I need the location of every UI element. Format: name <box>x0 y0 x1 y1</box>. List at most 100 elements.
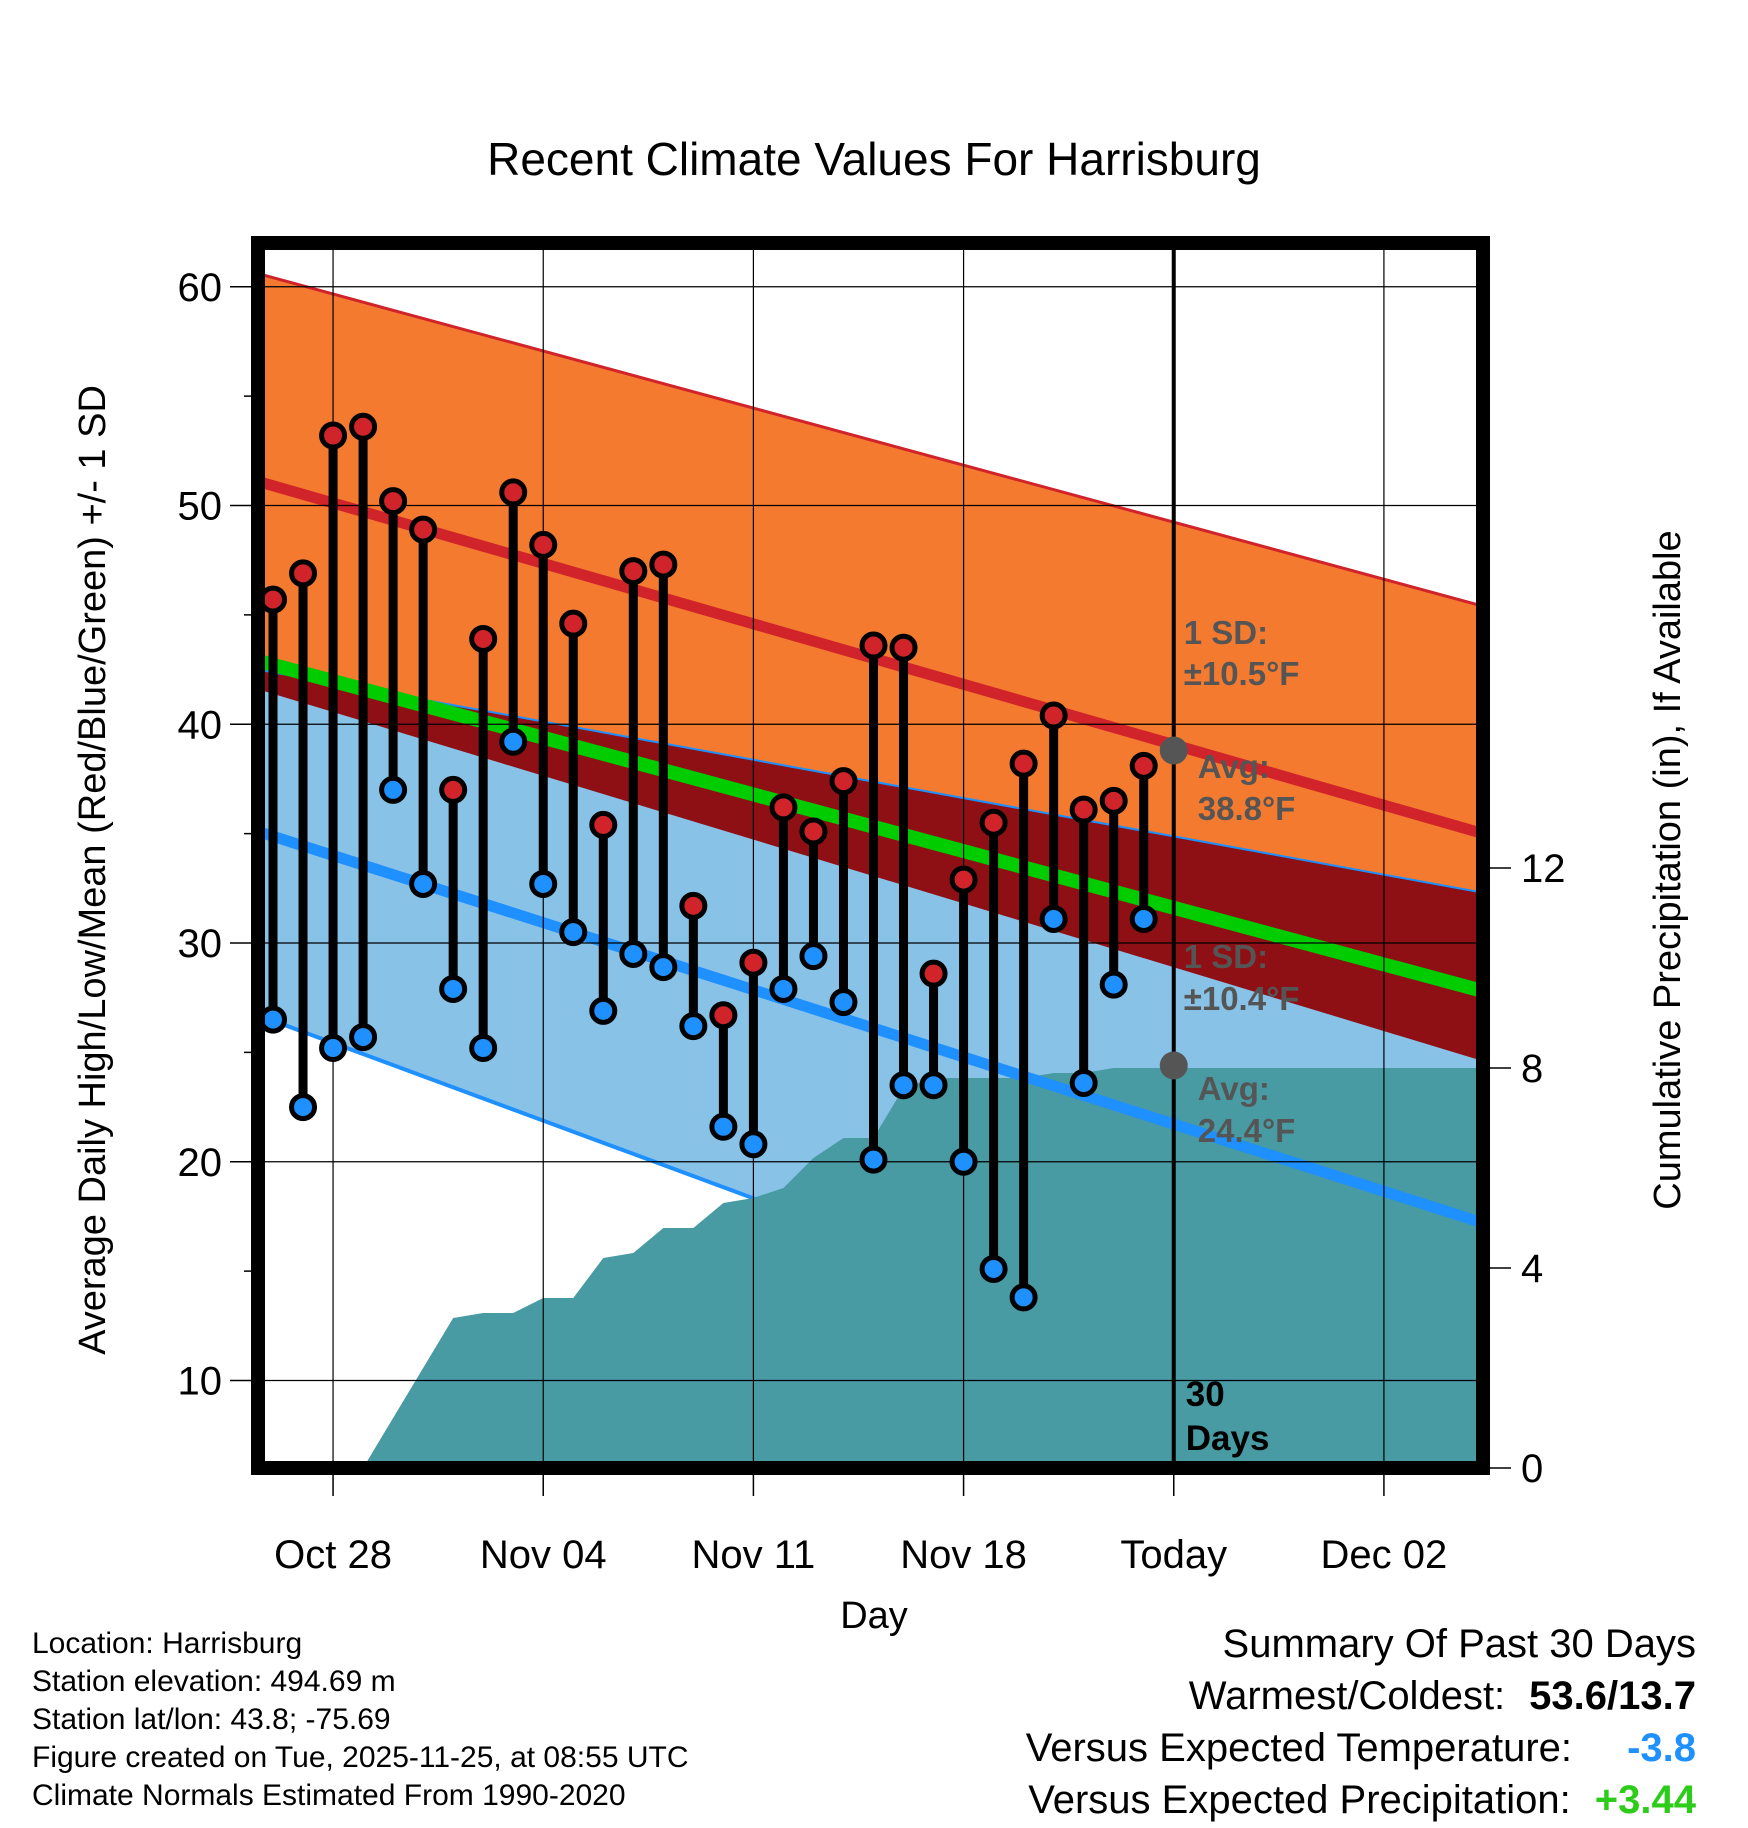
daily-low-point <box>469 1034 498 1062</box>
daily-low-point <box>439 974 468 1003</box>
high-sd-value: ±10.5°F <box>1184 655 1300 692</box>
created-text: Figure created on Tue, 2025-11-25, at 08… <box>32 1741 689 1774</box>
today-high-avg-marker <box>1159 736 1188 765</box>
daily-low-point <box>799 942 828 971</box>
x-tick-label: Nov 04 <box>480 1533 607 1577</box>
y2-tick-label: 4 <box>1521 1247 1543 1291</box>
daily-high-point <box>769 793 798 822</box>
warm-cold-value: 53.6/13.7 <box>1529 1674 1696 1718</box>
y-tick-label: 30 <box>178 922 223 966</box>
daily-high-point <box>919 959 948 988</box>
daily-high-point <box>889 633 918 662</box>
normals-text: Climate Normals Estimated From 1990-2020 <box>32 1779 626 1812</box>
summary-temperature: Versus Expected Temperature: -3.8 <box>1026 1722 1696 1774</box>
y-tick-label: 60 <box>178 266 223 310</box>
daily-low-point <box>889 1071 918 1100</box>
low-avg-value: 24.4°F <box>1198 1112 1296 1149</box>
daily-high-point <box>649 550 678 579</box>
chart-title: Recent Climate Values For Harrisburg <box>487 133 1261 185</box>
y2-tick-label: 8 <box>1521 1047 1543 1091</box>
daily-low-point <box>949 1147 978 1176</box>
x-tick-label: Dec 02 <box>1321 1533 1448 1577</box>
y-tick-label: 10 <box>178 1360 223 1404</box>
daily-high-point <box>1129 751 1158 780</box>
daily-high-point <box>439 775 468 804</box>
daily-high-point <box>979 808 1008 837</box>
daily-low-point <box>379 775 408 804</box>
y-tick-label: 20 <box>178 1141 223 1185</box>
daily-low-point <box>709 1112 738 1141</box>
high-avg-label: Avg: <box>1198 748 1270 785</box>
y-axis-label: Average Daily High/Low/Mean (Red/Blue/Gr… <box>72 385 114 1355</box>
station-info: Location: Harrisburg Station elevation: … <box>32 1625 689 1815</box>
daily-low-point <box>529 869 558 898</box>
daily-high-point <box>1099 786 1128 815</box>
daily-low-point <box>649 953 678 982</box>
daily-high-point <box>349 412 378 441</box>
summary-warm-cold: Warmest/Coldest: 53.6/13.7 <box>1026 1670 1696 1722</box>
daily-high-point <box>619 557 648 586</box>
temp-value: -3.8 <box>1627 1726 1696 1770</box>
precip-value: +3.44 <box>1594 1778 1696 1822</box>
daily-high-point <box>859 631 888 660</box>
daily-low-point <box>409 869 438 898</box>
daily-high-point <box>739 948 768 977</box>
location-text: Location: Harrisburg <box>32 1627 303 1660</box>
elevation-text: Station elevation: 494.69 m <box>32 1665 396 1698</box>
low-sd-value: ±10.4°F <box>1184 980 1300 1017</box>
plot-clipped: 1 SD: ±10.5°F Avg: 38.8°F 1 SD: ±10.4°F Avg: 24… <box>258 243 1483 1468</box>
today-low-avg-marker <box>1159 1051 1188 1080</box>
daily-low-point <box>319 1034 348 1062</box>
x-tick-label: Oct 28 <box>274 1533 392 1577</box>
high-avg-value: 38.8°F <box>1198 790 1296 827</box>
daily-high-point <box>1069 795 1098 824</box>
daily-high-point <box>559 609 588 638</box>
daily-high-point <box>829 767 858 796</box>
summary-panel: Summary Of Past 30 Days Warmest/Coldest:… <box>1026 1618 1696 1826</box>
low-sd-label: 1 SD: <box>1184 938 1268 975</box>
x-tick-label: Nov 18 <box>900 1533 1027 1577</box>
precip-area <box>363 1068 1483 1468</box>
daily-low-point <box>769 974 798 1003</box>
high-sd-label: 1 SD: <box>1184 614 1268 651</box>
daily-low-point <box>1039 904 1068 933</box>
daily-high-point <box>799 817 828 846</box>
daily-high-point <box>379 487 408 516</box>
window-unit: Days <box>1186 1419 1270 1458</box>
axes: 10 20 30 40 50 60 0 4 8 12 Oct 28 Nov 04 Nov 11 Nov 1… <box>178 236 1566 1577</box>
daily-high-point <box>529 530 558 559</box>
y-tick-label: 50 <box>178 485 223 529</box>
daily-high-point <box>289 559 318 588</box>
daily-low-point <box>1129 904 1158 933</box>
daily-high-point <box>499 478 528 507</box>
daily-high-point <box>709 1001 738 1030</box>
y2-tick-label: 12 <box>1521 847 1566 891</box>
daily-high-point <box>679 891 708 920</box>
low-avg-label: Avg: <box>1198 1070 1270 1107</box>
daily-low-point <box>739 1130 768 1159</box>
daily-high-point <box>949 865 978 894</box>
daily-low-point <box>979 1254 1008 1283</box>
latlon-text: Station lat/lon: 43.8; -75.69 <box>32 1703 391 1736</box>
daily-low-point <box>1099 970 1128 999</box>
daily-low-point <box>589 996 618 1025</box>
x-tick-label: Nov 11 <box>692 1533 816 1577</box>
x-axis-label: Day <box>840 1595 908 1637</box>
daily-low-point <box>499 727 528 756</box>
daily-low-point <box>619 939 648 968</box>
daily-low-point <box>1009 1283 1038 1312</box>
daily-low-point <box>919 1071 948 1100</box>
y2-axis-label: Cumulative Precipitation (in), If Availa… <box>1647 530 1689 1209</box>
precip-label: Versus Expected Precipitation: <box>1028 1778 1571 1822</box>
temp-label: Versus Expected Temperature: <box>1025 1726 1572 1770</box>
daily-low-point <box>349 1023 378 1052</box>
daily-low-point <box>289 1093 318 1122</box>
y2-tick-label: 0 <box>1521 1447 1543 1491</box>
plot-area: 1 SD: ±10.5°F Avg: 38.8°F 1 SD: ±10.4°F Avg: 24… <box>258 243 1483 1468</box>
summary-precipitation: Versus Expected Precipitation: +3.44 <box>1026 1774 1696 1826</box>
plot-frame <box>251 236 1490 1475</box>
y-tick-label: 40 <box>178 703 223 747</box>
daily-low-point <box>829 988 858 1017</box>
warm-cold-label: Warmest/Coldest: <box>1188 1674 1506 1718</box>
